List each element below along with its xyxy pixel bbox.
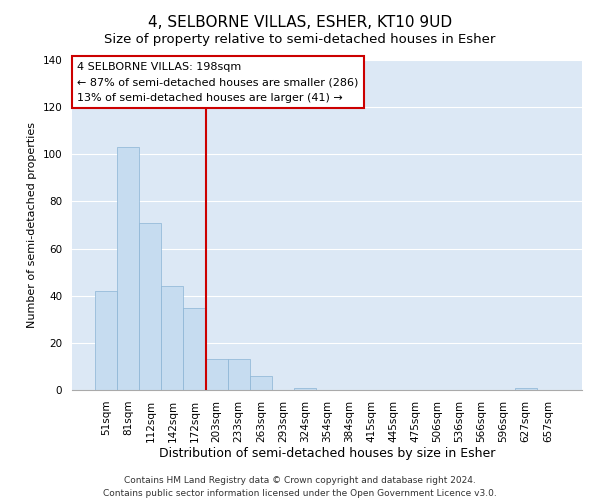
Bar (515, 388, 537, 390)
Bar (227, 360, 250, 390)
Bar (139, 222, 161, 390)
Bar (95, 291, 117, 390)
Bar (250, 376, 272, 390)
X-axis label: Distribution of semi-detached houses by size in Esher: Distribution of semi-detached houses by … (159, 448, 495, 460)
Bar (294, 388, 316, 390)
Text: 4 SELBORNE VILLAS: 198sqm
← 87% of semi-detached houses are smaller (286)
13% of: 4 SELBORNE VILLAS: 198sqm ← 87% of semi-… (77, 62, 358, 103)
Bar (206, 360, 227, 390)
Text: 4, SELBORNE VILLAS, ESHER, KT10 9UD: 4, SELBORNE VILLAS, ESHER, KT10 9UD (148, 15, 452, 30)
Bar (117, 147, 139, 390)
Bar (184, 308, 206, 390)
Y-axis label: Number of semi-detached properties: Number of semi-detached properties (27, 122, 37, 328)
Bar (161, 286, 184, 390)
Text: Contains HM Land Registry data © Crown copyright and database right 2024.
Contai: Contains HM Land Registry data © Crown c… (103, 476, 497, 498)
Text: Size of property relative to semi-detached houses in Esher: Size of property relative to semi-detach… (104, 32, 496, 46)
